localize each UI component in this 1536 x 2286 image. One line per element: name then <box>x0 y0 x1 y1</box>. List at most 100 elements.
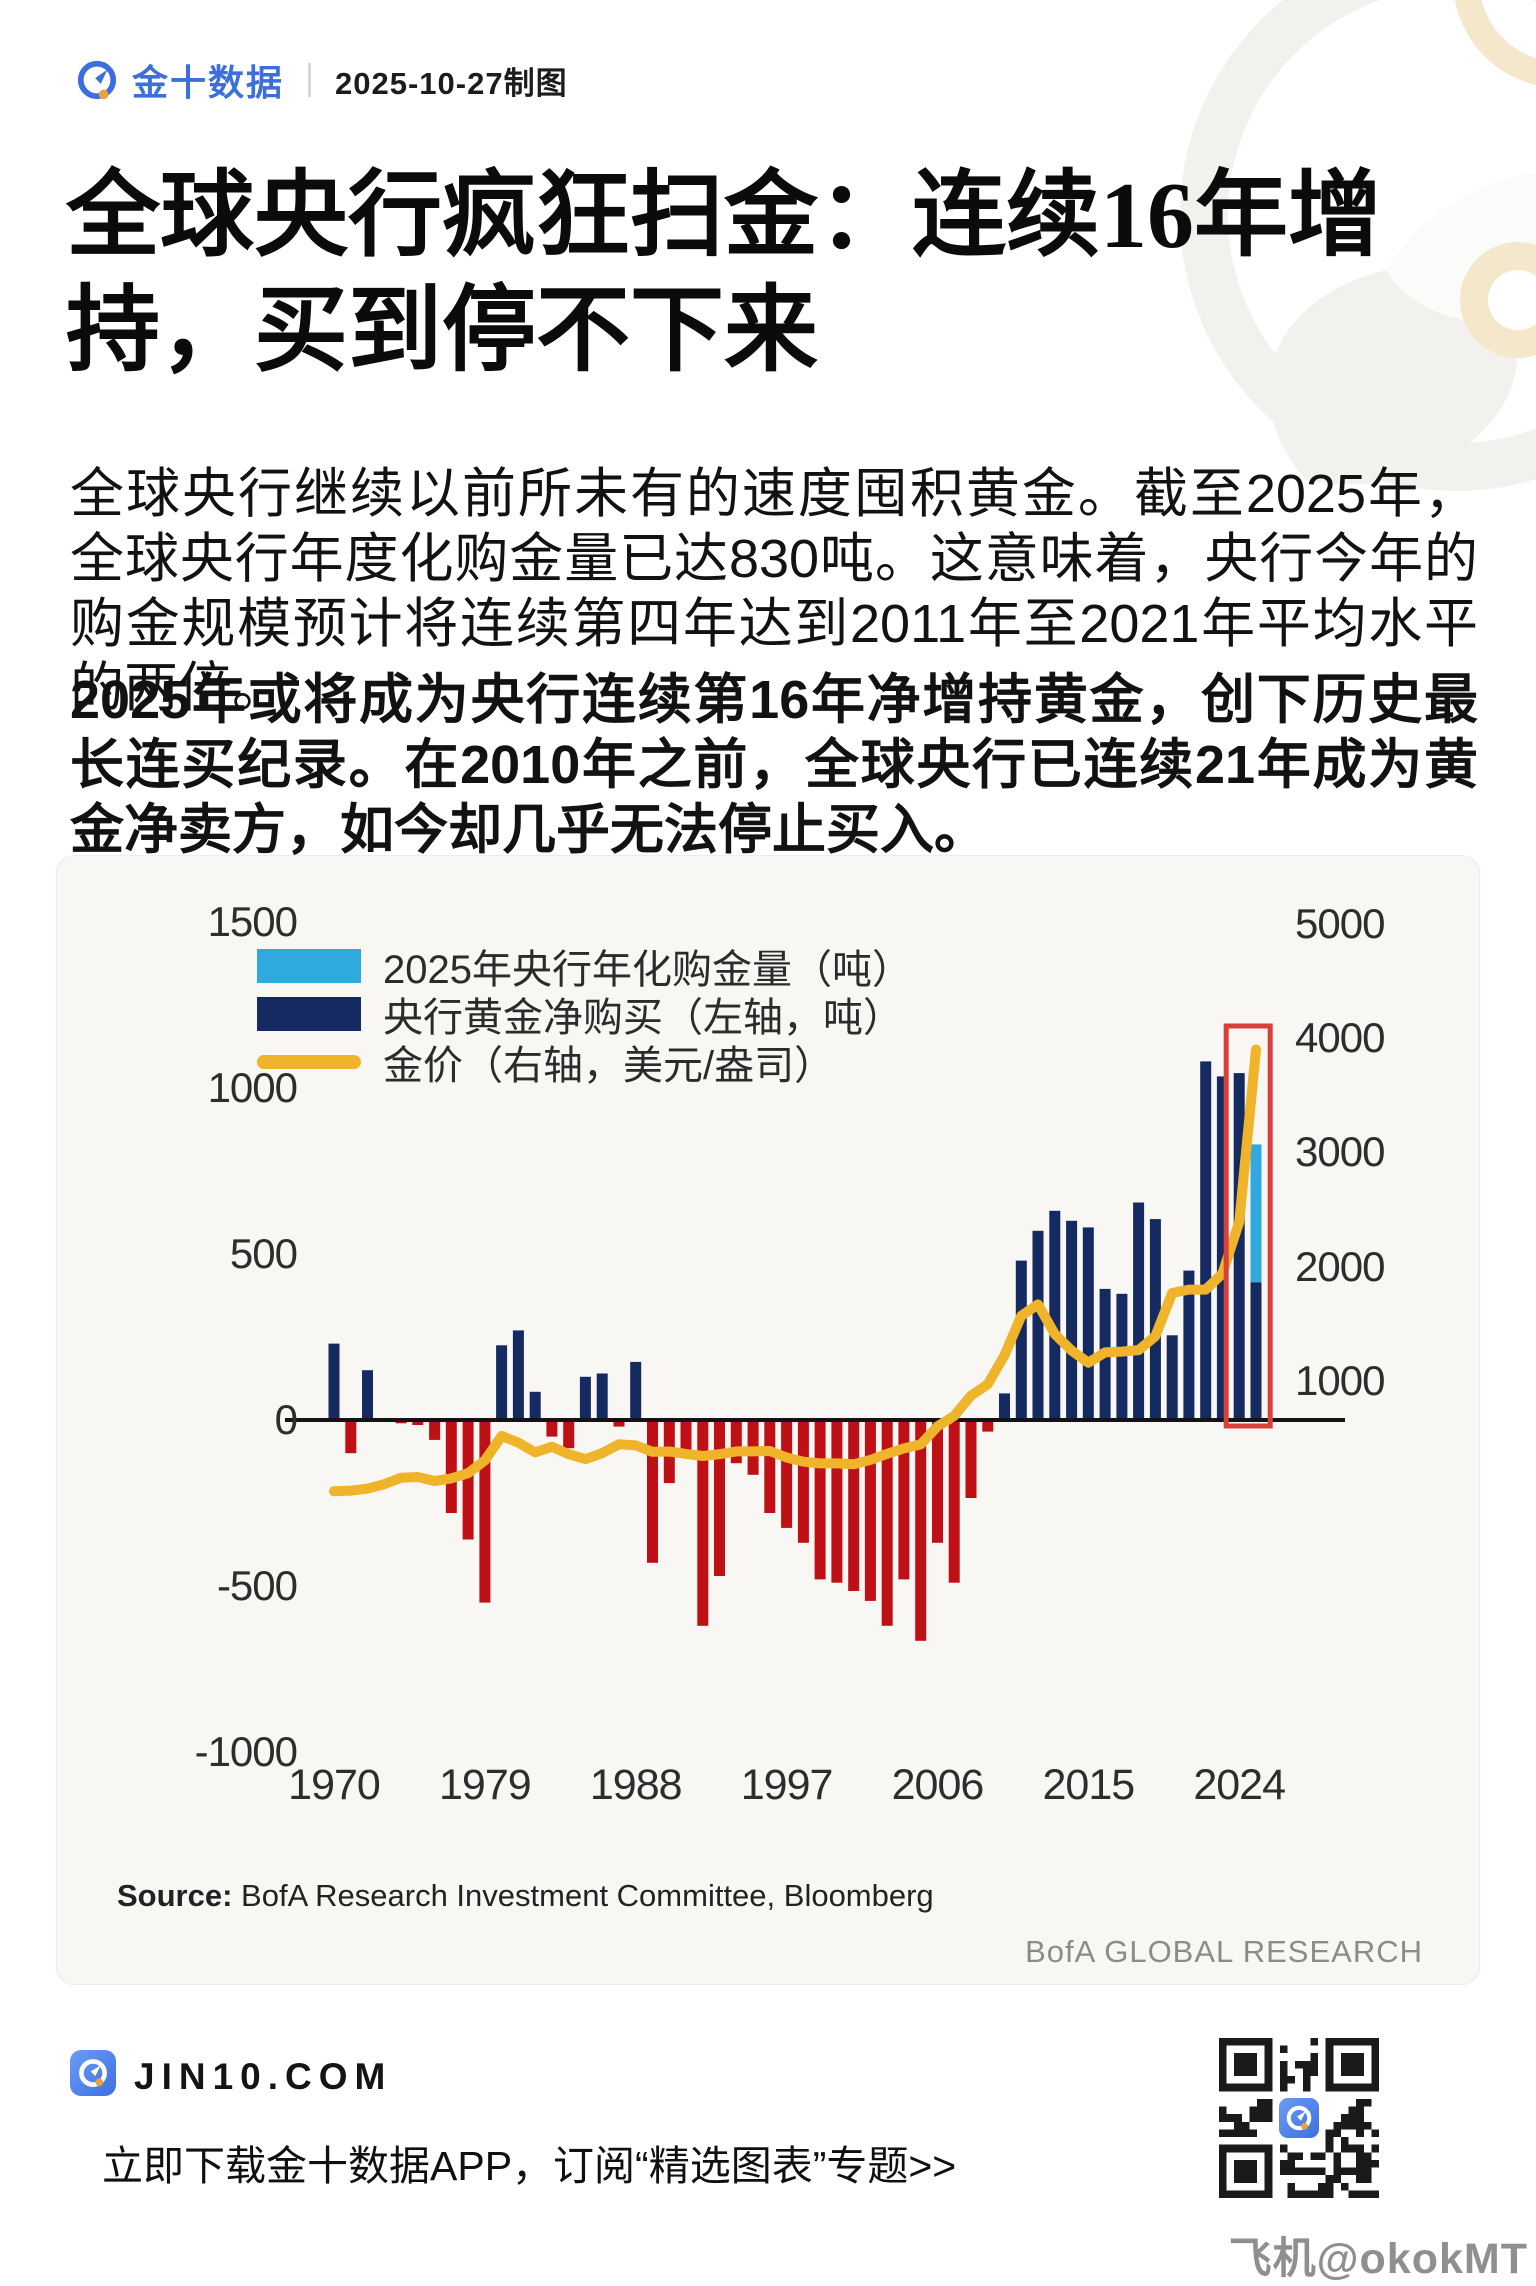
left-axis-tick: 1500 <box>207 898 298 945</box>
legend-item-annualized-2025: 2025年央行年化购金量（吨） <box>257 942 912 992</box>
bar-2010 <box>999 1393 1010 1420</box>
bar-1991 <box>680 1420 692 1454</box>
intro-paragraph: 全球央行继续以前所未有的速度囤积黄金。截至2025年，全球央行年度化购金量已达8… <box>70 464 1478 719</box>
compass-icon <box>79 2059 107 2087</box>
bar-1984 <box>563 1420 575 1449</box>
bar-2001 <box>848 1420 860 1591</box>
x-axis-tick: 1970 <box>288 1761 381 1809</box>
bar-2000 <box>831 1420 843 1583</box>
bar-2021 <box>1183 1270 1195 1420</box>
bar-1976 <box>429 1420 441 1440</box>
bar-2011 <box>1015 1260 1027 1420</box>
left-axis-tick: -500 <box>216 1562 298 1609</box>
site-url: JIN10.COM <box>134 2056 393 2097</box>
bar-2018 <box>1133 1202 1145 1420</box>
right-axis-tick: 3000 <box>1295 1128 1385 1176</box>
bar-1972 <box>362 1370 373 1420</box>
legend-swatch-navy <box>257 997 361 1031</box>
right-axis-tick: 2000 <box>1295 1242 1385 1290</box>
bar-2013 <box>1049 1210 1061 1420</box>
app-download-cta[interactable]: 立即下载金十数据APP，订阅“精选图表”专题>> <box>102 2143 957 2189</box>
right-axis-tick: 4000 <box>1295 1014 1385 1062</box>
x-axis-tick: 1997 <box>740 1761 834 1809</box>
bar-2009 <box>982 1420 994 1432</box>
gold-price-line <box>329 1044 1261 1497</box>
bar-2002 <box>864 1420 876 1601</box>
bar-2015 <box>1082 1227 1094 1420</box>
x-axis-tick: 2015 <box>1042 1761 1135 1809</box>
qr-code <box>1219 2038 1379 2198</box>
bar-2014 <box>1066 1220 1078 1420</box>
right-axis-tick: 5000 <box>1295 899 1385 947</box>
left-axis-tick: 1000 <box>207 1064 298 1111</box>
date-note: 2025-10-27制图 <box>335 65 568 101</box>
bar-1992 <box>697 1420 709 1626</box>
bar-1986 <box>596 1373 608 1420</box>
left-axis-tick: -1000 <box>194 1728 298 1775</box>
bar-2004 <box>898 1420 910 1580</box>
bofa-branding: BofA GLOBAL RESEARCH <box>1025 1934 1423 1969</box>
compass-icon <box>1286 2105 1312 2131</box>
page-title: 全球央行疯狂扫金：连续16年增 持，买到停不下来 <box>66 163 1383 383</box>
bar-2003 <box>881 1420 893 1626</box>
x-axis-tick: 1979 <box>439 1761 532 1809</box>
bar-1980 <box>496 1345 508 1420</box>
chart-legend: 2025年央行年化购金量（吨） 央行黄金净购买（左轴，吨） 金价（右轴，美元/盎… <box>257 942 912 1088</box>
bar-1975 <box>412 1420 424 1425</box>
qr-center-logo <box>1275 2094 1323 2142</box>
chart-source: Source: BofA Research Investment Committ… <box>117 1878 934 1913</box>
bar-2005 <box>915 1420 927 1641</box>
bar-2025-annualized <box>1250 1144 1262 1283</box>
bar-2022 <box>1200 1061 1212 1420</box>
axis-tick-layer: 1500 1000 500 0 -500 -1000 5000 4000 3000 2000 100… <box>57 856 1479 1984</box>
bar-2020 <box>1166 1335 1178 1420</box>
chart-card: 1500 1000 500 0 -500 -1000 5000 4000 3000 2000 100… <box>56 855 1480 1985</box>
bar-1970 <box>328 1343 340 1420</box>
bar-2008 <box>965 1420 977 1498</box>
highlight-paragraph: 2025年或将成为央行连续第16年净增持黄金，创下历史最长连买纪录。在2010年… <box>70 670 1478 860</box>
right-axis-tick: 1000 <box>1295 1357 1385 1404</box>
bar-1997 <box>781 1420 793 1528</box>
bar-2017 <box>1116 1293 1128 1420</box>
left-axis-tick: 0 <box>274 1396 298 1443</box>
legend-item-gold-price: 金价（右轴，美元/盎司） <box>257 1038 912 1088</box>
bar-1989 <box>647 1420 658 1563</box>
bar-2024 <box>1233 1073 1245 1420</box>
bar-1981 <box>512 1330 524 1420</box>
bar-1978 <box>462 1420 474 1540</box>
brand-name: 金十数据 <box>132 62 285 103</box>
left-axis-tick: 500 <box>229 1230 298 1277</box>
bar-1994 <box>730 1420 742 1464</box>
bar-1999 <box>814 1420 826 1580</box>
header-divider <box>308 63 312 97</box>
bar-1982 <box>529 1391 541 1420</box>
legend-item-net-purchases: 央行黄金净购买（左轴，吨） <box>257 990 912 1040</box>
header: 金十数据 2025-10-27制图 <box>76 54 568 106</box>
footer-jin10-logo <box>70 2050 116 2096</box>
bar-2006 <box>932 1420 943 1543</box>
bar-2019 <box>1149 1219 1161 1420</box>
bar-1979 <box>479 1420 491 1603</box>
x-axis-tick: 2024 <box>1193 1761 1286 1809</box>
bar-2007 <box>948 1420 960 1583</box>
bar-1971 <box>345 1420 357 1454</box>
bar-2012 <box>1032 1230 1044 1420</box>
legend-swatch-lightblue <box>257 949 361 983</box>
bar-2023 <box>1216 1076 1228 1420</box>
legend-swatch-gold-line <box>257 1055 361 1069</box>
bar-2025-ytd <box>1250 1282 1262 1420</box>
bar-1983 <box>546 1420 558 1437</box>
x-axis-tick: 2006 <box>891 1761 985 1809</box>
bar-1996 <box>764 1420 776 1513</box>
gold-purchases-chart: 1500 1000 500 0 -500 -1000 5000 4000 3000 2000 100… <box>57 856 1479 1984</box>
chart-canvas <box>285 1023 1345 1641</box>
jin10-logo-icon <box>77 60 117 100</box>
bar-1977 <box>445 1420 457 1513</box>
bar-1993 <box>714 1420 725 1576</box>
highlight-box-2025 <box>1223 1023 1273 1429</box>
bar-1988 <box>630 1361 642 1420</box>
x-axis-tick: 1988 <box>589 1761 683 1809</box>
bar-1998 <box>797 1420 809 1543</box>
bar-1985 <box>579 1376 591 1420</box>
bar-1987 <box>613 1420 625 1427</box>
